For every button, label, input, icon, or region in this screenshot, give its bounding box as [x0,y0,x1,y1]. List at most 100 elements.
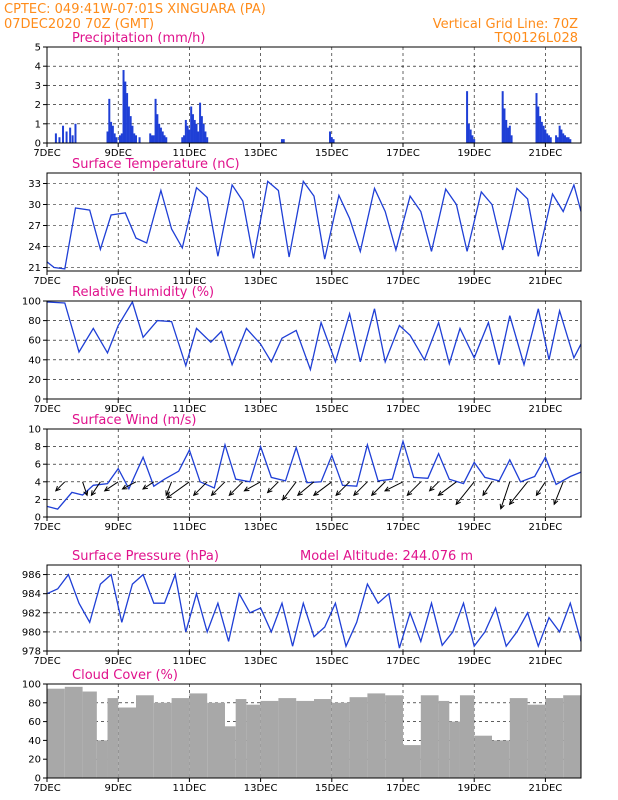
y-tick-label: 1 [35,119,41,130]
x-tick-label: 15DEC [315,276,349,287]
precip-bar [193,119,196,143]
x-tick-label: 19DEC [457,783,491,794]
x-tick-label: 11DEC [173,148,207,159]
wind-arrow-head [165,493,172,499]
precip-bar [546,133,549,143]
precip-bar [332,139,335,143]
wind-arrow-shaft [535,481,546,496]
wind-arrow-head [54,485,61,492]
precip-bar [510,135,513,143]
panel-subtitle: Model Altitude: 244.076 m [300,549,473,564]
precip-bar [113,133,116,143]
precip-bar [54,133,57,143]
precip-bar [567,137,570,143]
wind-arrow-head [455,499,461,506]
y-tick-label: 2 [35,100,41,111]
cloud-bar [349,697,368,778]
panel-frame [46,683,582,779]
precip-bar [507,127,510,143]
wind-arrow-shaft [211,481,226,496]
cloud-bar [171,698,190,778]
precip-bar [473,139,476,143]
precip-bar [200,116,203,143]
precip-bar [118,135,121,143]
y-tick-label: 20 [28,755,41,766]
wind-arrow-shaft [55,481,66,492]
precip-bar [202,123,205,143]
cloud-bar [235,699,247,778]
header-location: CPTEC: 049:41W-07:01S XINGUARA (PA) [4,2,266,17]
wind-arrow-shaft [267,481,279,493]
x-tick-label: 13DEC [244,148,278,159]
wind-arrow-head [266,487,273,494]
y-tick-label: 982 [22,608,41,619]
wind-arrow-shaft [455,481,475,505]
cloud-bar [47,688,65,778]
y-tick-label: 2 [35,495,41,506]
wind-arrow-head [165,490,171,497]
y-tick-label: 6 [35,460,41,471]
panel-title: Precipitation (mm/h) [72,31,205,46]
cloud-bar [207,702,225,778]
wind-arrow-head [370,490,377,497]
panel-frame [46,46,582,144]
precip-bar [195,123,198,143]
cloud-bar [527,704,546,778]
series-line [46,572,582,649]
wind-arrow-head [228,490,235,497]
x-tick-label: 13DEC [244,522,278,533]
wind-arrow-shaft [313,481,333,496]
precip-bar [154,98,157,143]
precip-bar [539,116,542,143]
panel-title: Surface Wind (m/s) [72,413,196,428]
x-tick-label: 21DEC [529,404,563,415]
precip-bar [124,81,127,143]
x-tick-label: 15DEC [315,656,349,667]
precip-bar [199,102,202,143]
precip-bar [151,135,154,143]
cloud-bar [459,695,475,778]
cloud-bar [367,693,386,778]
x-tick-label: 19DEC [457,148,491,159]
precip-bar [156,114,159,143]
precip-bar [562,133,565,143]
cloud-bar [96,740,108,778]
y-tick-label: 80 [28,316,41,327]
wind-arrow-head [535,490,541,497]
precip-bar [544,129,547,143]
precip-bar [535,93,538,143]
y-tick-label: 21 [28,263,41,274]
x-tick-label: 9DEC [105,783,132,794]
cloud-bar [438,700,450,778]
precip-bar [65,131,68,143]
x-tick-label: 9DEC [105,404,132,415]
wind-arrow-head [508,499,515,506]
y-tick-label: 984 [22,589,41,600]
precip-bar [106,131,109,143]
precip-bar [505,119,508,143]
y-tick-label: 100 [22,680,41,691]
wind-arrow-shaft [228,481,244,496]
precip-bar [158,123,161,143]
precip-bar [58,137,61,143]
panel-4: Surface Wind (m/s) 0 2 4 6 8 10 7DEC 9DEC 11DEC 13… [28,413,582,533]
wind-arrow-head [83,490,89,497]
precip-bar [111,125,114,143]
wind-arrow-shaft [482,481,493,496]
cloud-bar [153,702,172,778]
wind-arrow-head [428,485,435,492]
precip-bar [542,125,545,143]
panel-title: Cloud Cover (%) [72,668,178,683]
x-tick-label: 13DEC [244,404,278,415]
precip-bar [467,123,470,143]
x-tick-label: 21DEC [529,148,563,159]
x-tick-label: 15DEC [315,783,349,794]
precip-bar [69,127,72,143]
x-tick-label: 17DEC [386,522,420,533]
y-tick-label: 4 [35,477,41,488]
precip-bar [181,137,184,143]
series-line [46,300,582,372]
x-tick-label: 11DEC [173,404,207,415]
wind-arrow-shaft [82,481,88,496]
